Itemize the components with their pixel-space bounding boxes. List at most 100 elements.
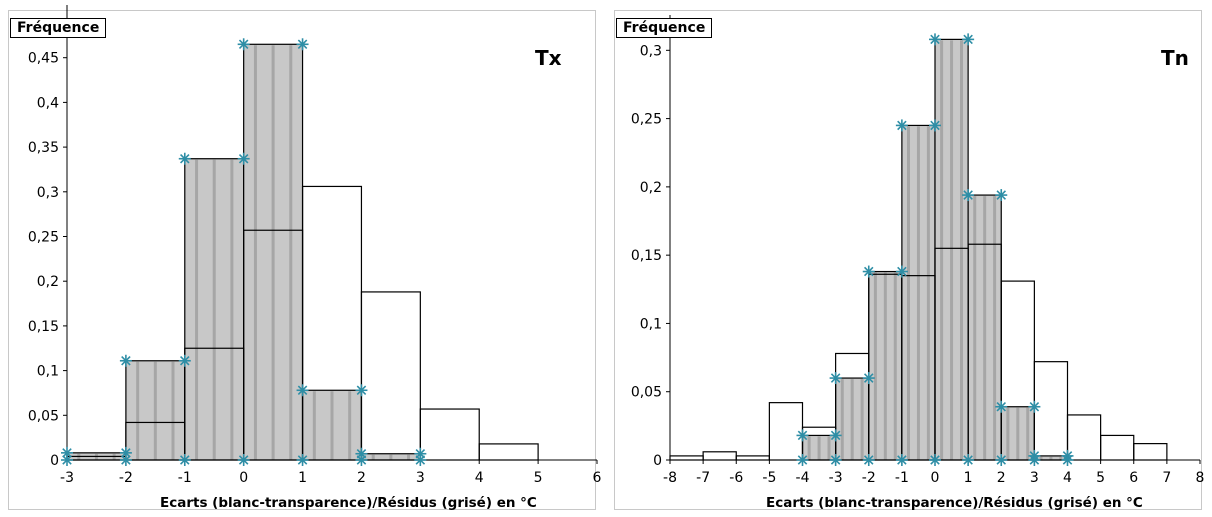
x-tick-label: -7 xyxy=(696,470,710,486)
asterisk-marker xyxy=(895,119,908,132)
y-tick-label: 0,25 xyxy=(631,112,662,128)
asterisk-marker xyxy=(895,265,908,278)
x-tick-label: 7 xyxy=(1162,470,1171,486)
chart-tag: Tx xyxy=(535,46,562,70)
x-tick-label: 6 xyxy=(1129,470,1138,486)
asterisk-marker xyxy=(829,454,842,466)
x-tick-label: 8 xyxy=(1196,470,1205,486)
asterisk-marker xyxy=(929,454,941,466)
asterisk-marker xyxy=(414,454,427,466)
asterisk-marker xyxy=(962,454,975,466)
y-tick-label: 0,4 xyxy=(37,95,59,111)
asterisk-marker xyxy=(796,429,809,442)
deviation-bar xyxy=(735,455,770,461)
x-tick-label: -8 xyxy=(663,470,677,486)
y-tick-label: 0,05 xyxy=(631,385,662,401)
x-tick-label: -1 xyxy=(895,470,909,486)
y-tick-label: 0,05 xyxy=(28,408,59,424)
asterisk-marker xyxy=(862,454,875,466)
x-tick-label: 0 xyxy=(239,470,248,486)
asterisk-marker xyxy=(355,447,368,460)
asterisk-marker xyxy=(178,152,191,165)
asterisk-marker xyxy=(119,454,132,466)
chart-panel-tn: 0 0,05 0,1 0,15 0,2 0,25 0,3 -8 -7 -6 -5 -4 -3 -2 -1 0 1… xyxy=(606,0,1212,517)
asterisk-marker xyxy=(178,354,191,367)
chart-svg-tx: 0 0,05 0,1 0,15 0,2 0,25 0,3 0,35 0,4 0,45 -3 -2 -1 0… xyxy=(28,5,602,486)
asterisk-marker xyxy=(178,454,191,466)
x-tick-label: 5 xyxy=(534,470,543,486)
y-axis-title: Fréquence xyxy=(10,18,107,38)
asterisk-marker xyxy=(1061,454,1074,466)
x-tick-label: -1 xyxy=(178,470,192,486)
asterisk-marker xyxy=(995,454,1008,466)
asterisk-marker xyxy=(237,454,250,466)
x-tick-label: 4 xyxy=(475,470,484,486)
x-tick-label: -3 xyxy=(829,470,843,486)
x-tick-label: 1 xyxy=(298,470,307,486)
y-axis-title: Fréquence xyxy=(616,18,713,38)
deviation-bar xyxy=(768,402,804,461)
deviation-bar xyxy=(360,291,421,461)
x-tick-label: 2 xyxy=(997,470,1006,486)
x-tick-label: 2 xyxy=(357,470,366,486)
y-tick-label: 0,25 xyxy=(28,230,59,246)
chart-panel-tx: 0 0,05 0,1 0,15 0,2 0,25 0,3 0,35 0,4 0,45 -3 -2 -1 0… xyxy=(8,5,602,511)
deviation-bar xyxy=(669,455,704,461)
chart-svg-tn: 0 0,05 0,1 0,15 0,2 0,25 0,3 -8 -7 -6 -5 -4 -3 -2 -1 0 1… xyxy=(631,15,1205,486)
y-tick-label: 0,1 xyxy=(37,364,59,380)
asterisk-marker xyxy=(1028,400,1041,413)
asterisk-marker xyxy=(895,454,908,466)
y-tick-label: 0,35 xyxy=(28,140,59,156)
asterisk-marker xyxy=(929,33,941,46)
asterisk-marker xyxy=(995,400,1008,413)
x-tick-label: 5 xyxy=(1096,470,1105,486)
y-tick-label: 0,3 xyxy=(640,43,662,59)
asterisk-marker xyxy=(296,454,309,466)
asterisk-marker xyxy=(796,454,809,466)
x-tick-label: -4 xyxy=(796,470,810,486)
asterisk-marker xyxy=(862,265,875,278)
x-axis-title: Ecarts (blanc-transparence)/Résidus (gri… xyxy=(160,495,537,511)
deviation-bar xyxy=(1066,414,1102,461)
x-tick-label: -6 xyxy=(729,470,743,486)
x-tick-label: 0 xyxy=(931,470,940,486)
x-tick-label: -2 xyxy=(119,470,133,486)
y-tick-label: 0,2 xyxy=(640,180,662,196)
x-tick-label: 6 xyxy=(593,470,602,486)
x-tick-label: -3 xyxy=(60,470,74,486)
y-tick-label: 0 xyxy=(50,453,59,469)
x-axis-title: Ecarts (blanc-transparence)/Résidus (gri… xyxy=(766,495,1143,511)
deviation-bar xyxy=(478,443,539,461)
asterisk-marker xyxy=(962,33,975,46)
asterisk-marker xyxy=(829,372,842,385)
asterisk-marker xyxy=(296,384,309,397)
y-tick-label: 0,15 xyxy=(631,248,662,264)
asterisk-marker xyxy=(296,38,309,51)
y-tick-label: 0,2 xyxy=(37,274,59,290)
x-tick-label: -5 xyxy=(762,470,776,486)
asterisk-marker xyxy=(929,119,941,132)
deviation-bar xyxy=(702,451,737,461)
asterisk-marker xyxy=(862,372,875,385)
deviation-bar xyxy=(1033,361,1069,461)
y-tick-label: 0,15 xyxy=(28,319,59,335)
x-tick-label: 1 xyxy=(964,470,973,486)
asterisk-marker xyxy=(355,384,368,397)
asterisk-marker xyxy=(962,189,975,202)
deviation-bar xyxy=(1100,434,1135,461)
asterisk-marker xyxy=(829,429,842,442)
x-tick-label: 3 xyxy=(416,470,425,486)
y-tick-label: 0 xyxy=(653,453,662,469)
y-tick-label: 0,3 xyxy=(37,185,59,201)
x-tick-label: 4 xyxy=(1063,470,1072,486)
asterisk-marker xyxy=(995,189,1008,202)
asterisk-marker xyxy=(237,38,250,51)
x-tick-label: -2 xyxy=(862,470,876,486)
x-tick-label: 3 xyxy=(1030,470,1039,486)
chart-tag: Tn xyxy=(1161,46,1189,70)
asterisk-marker xyxy=(237,152,250,165)
y-tick-label: 0,45 xyxy=(28,51,59,67)
deviation-bar xyxy=(1133,443,1168,461)
y-tick-label: 0,1 xyxy=(640,316,662,332)
asterisk-marker xyxy=(119,354,132,367)
